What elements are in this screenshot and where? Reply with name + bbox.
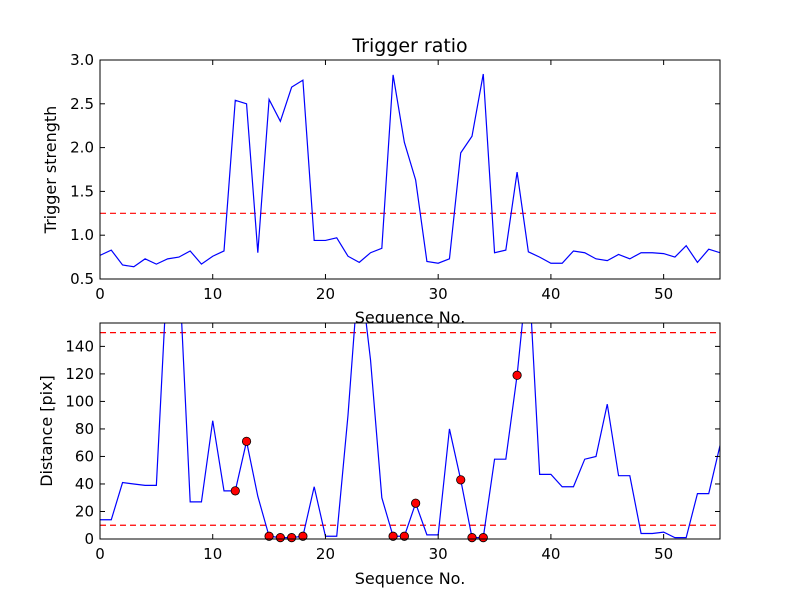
data-point-marker [411,498,421,508]
series-top [100,73,720,268]
x-tick-label: 30 [429,545,448,563]
data-point-marker [298,531,308,541]
distance-chart: 0 10 20 30 40 50 0 20 40 60 80 100 120 140 Sequence … [37,322,721,588]
axes-frame-bottom [99,322,721,540]
y-tick-label: 120 [65,365,94,383]
trigger-ratio-chart: Trigger ratio 0 10 20 30 40 50 0.5 1.0 1.5 2.0 2.… [41,35,721,327]
x-tick-label: 0 [95,285,105,303]
y-tick-label: 0 [84,530,94,548]
y-tick-label: 40 [75,475,94,493]
x-tick-label: 10 [203,285,222,303]
y-tick-label: 80 [75,420,94,438]
y-tick-label: 1.5 [70,182,94,200]
x-tick-label: 10 [203,545,222,563]
y-tick-label: 2.0 [70,139,94,157]
y-axis-top: 0.5 1.0 1.5 2.0 2.5 3.0 [70,51,720,288]
x-tick-label: 40 [541,285,560,303]
y-tick-label: 100 [65,392,94,410]
plot-area-top [100,60,720,279]
y-tick-label: 60 [75,447,94,465]
data-point-marker [388,531,398,541]
series-bottom [100,323,720,539]
threshold-lines-bottom [100,332,720,526]
data-point-marker [241,436,252,446]
x-tick-label: 20 [316,545,335,563]
plot-area-bottom [100,323,720,539]
y-tick-label: 1.0 [70,226,94,244]
y-axis-bottom: 0 20 40 60 80 100 120 140 [65,337,720,548]
series-line [100,323,720,539]
x-tick-label: 50 [654,545,673,563]
data-point-marker [467,533,477,543]
data-point-marker [264,531,274,541]
data-point-marker [230,486,240,496]
data-point-marker [512,370,522,380]
x-axis-bottom: 0 10 20 30 40 50 [95,323,673,563]
x-tick-label: 40 [541,545,560,563]
y-tick-label: 0.5 [70,270,94,288]
data-point-marker [478,533,488,543]
y-tick-label: 2.5 [70,95,94,113]
chart-title: Trigger ratio [351,35,467,57]
x-tick-label: 20 [316,285,335,303]
data-point-marker [399,531,409,541]
data-point-marker [275,533,285,543]
data-point-marker [456,475,466,485]
marker-points [230,370,522,543]
y-tick-label: 20 [75,502,94,520]
x-axis-top: 0 10 20 30 40 50 [95,60,673,303]
x-tick-label: 30 [429,285,448,303]
y-tick-label: 3.0 [70,51,94,69]
x-axis-label-bottom: Sequence No. [355,569,466,588]
data-point-marker [287,533,297,543]
series-line [100,73,720,268]
y-axis-label-bottom: Distance [pix] [37,375,56,487]
x-tick-label: 50 [654,285,673,303]
y-axis-label-top: Trigger strength [41,106,60,235]
x-axis-label-top: Sequence No. [355,308,466,327]
y-tick-label: 140 [65,337,94,355]
x-tick-label: 0 [95,545,105,563]
axes-frame-top [99,59,721,280]
